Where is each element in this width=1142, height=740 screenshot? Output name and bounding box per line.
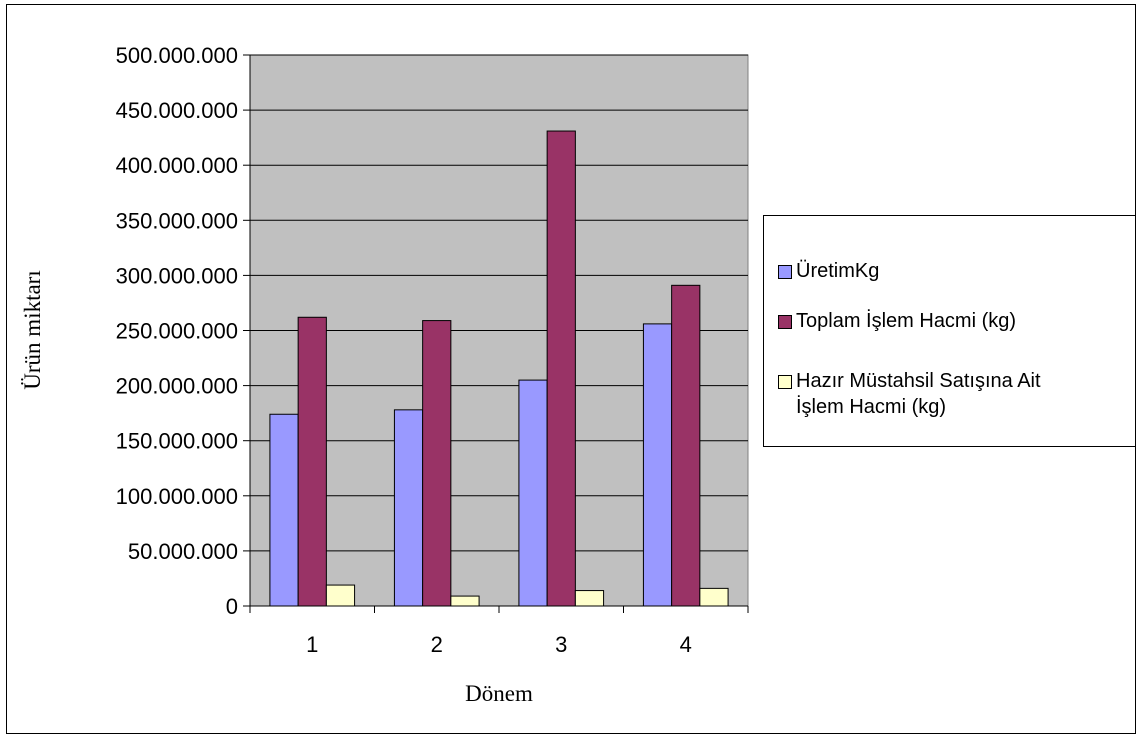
y-tick-label: 500.000.000 [116,43,238,68]
legend: ÜretimKg Toplam İşlem Hacmi (kg) Hazır M… [763,215,1136,447]
y-tick-label: 0 [226,594,238,619]
bar [450,595,480,607]
y-tick-label: 300.000.000 [116,263,238,288]
legend-label-hazir: Hazır Müstahsil Satışına Ait İşlem Hacmi… [796,370,1041,418]
bar [546,130,576,607]
y-tick-label: 250.000.000 [116,319,238,344]
legend-item-hazir: Hazır Müstahsil Satışına Ait İşlem Hacmi… [778,368,1078,420]
y-axis-title: Ürün miktarı [20,270,45,389]
bar [422,320,452,607]
bar [325,584,356,607]
x-tick-label: 2 [431,632,443,657]
legend-label-uretim: ÜretimKg [796,260,880,282]
y-tick-label: 200.000.000 [116,374,238,399]
legend-swatch-uretim [778,265,792,279]
y-tick-label: 50.000.000 [128,539,238,564]
legend-swatch-hazir [778,375,792,389]
legend-item-toplam: Toplam İşlem Hacmi (kg) [778,308,1016,334]
bar [574,590,605,607]
y-tick-label: 450.000.000 [116,98,238,123]
y-tick-label: 100.000.000 [116,484,238,509]
bar [297,316,327,607]
x-tick-label: 1 [306,632,318,657]
legend-swatch-toplam [778,315,792,329]
bar [671,284,701,607]
x-tick-label: 4 [680,632,692,657]
bar [699,587,729,607]
y-tick-label: 150.000.000 [116,429,238,454]
legend-item-uretim: ÜretimKg [778,258,879,284]
x-tick-label: 3 [555,632,567,657]
bar [642,323,673,607]
y-tick-label: 350.000.000 [116,208,238,233]
bar [393,409,424,607]
x-axis-title: Dönem [465,681,533,706]
bar [518,379,548,607]
y-tick-label: 400.000.000 [116,153,238,178]
bar [269,413,299,607]
legend-label-toplam: Toplam İşlem Hacmi (kg) [796,310,1017,332]
